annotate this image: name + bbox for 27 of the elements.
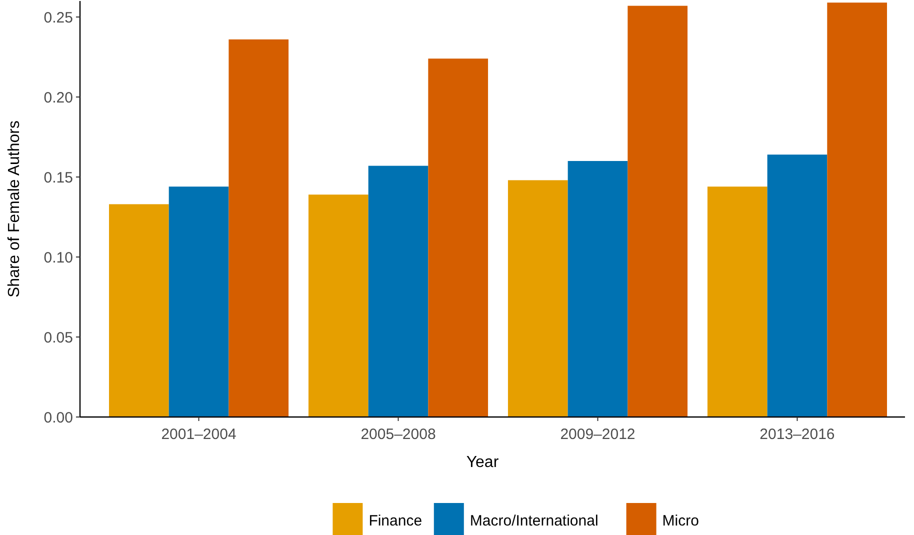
y-axis-title: Share of Female Authors xyxy=(6,120,23,298)
y-tick-label: 0.25 xyxy=(44,9,73,26)
legend-label: Macro/International xyxy=(470,512,598,530)
bar xyxy=(368,166,428,417)
bar xyxy=(827,2,887,417)
bar xyxy=(628,6,688,417)
bar xyxy=(767,154,828,417)
x-tick-label: 2009–2012 xyxy=(560,426,636,443)
bar xyxy=(228,39,289,417)
bar xyxy=(428,58,488,417)
x-tick-label: 2013–2016 xyxy=(760,426,835,443)
bar xyxy=(308,194,368,417)
x-axis-title: Year xyxy=(466,454,500,471)
y-tick-label: 0.10 xyxy=(44,249,73,266)
legend-label: Micro xyxy=(662,512,699,530)
bar xyxy=(568,161,628,417)
x-tick-label: 2005–2008 xyxy=(360,426,436,443)
bar xyxy=(168,186,229,417)
x-tick-label: 2001–2004 xyxy=(161,426,236,443)
bar xyxy=(707,186,768,417)
bar xyxy=(508,180,568,417)
y-tick-label: 0.00 xyxy=(44,409,73,426)
y-tick-label: 0.20 xyxy=(44,89,73,106)
y-tick-label: 0.15 xyxy=(44,169,73,186)
legend-label: Finance xyxy=(368,512,422,530)
y-tick-label: 0.05 xyxy=(44,329,73,346)
bar xyxy=(109,204,169,417)
